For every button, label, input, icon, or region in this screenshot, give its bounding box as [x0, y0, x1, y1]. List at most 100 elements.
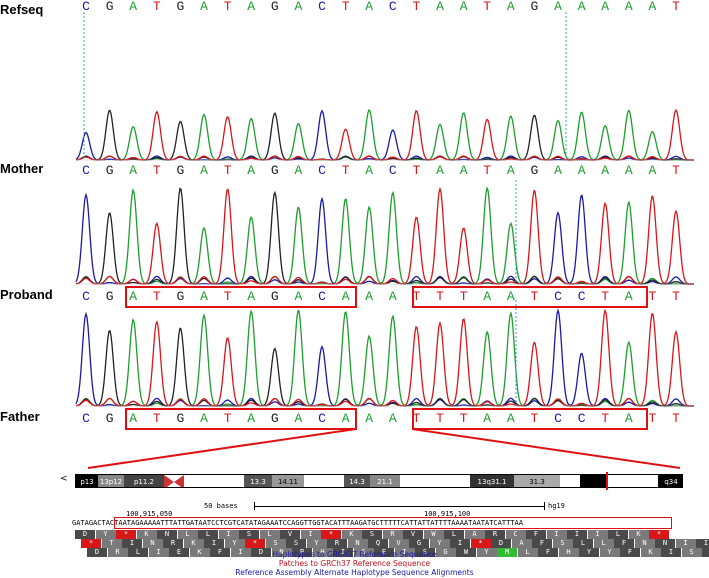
amino-acid: H	[312, 548, 333, 557]
base-T: T	[341, 163, 350, 178]
amino-acid: Y	[476, 548, 497, 557]
amino-acid: F	[526, 530, 546, 539]
browser-panel: 50 bases hg19 100,915,050 100,915,100	[74, 490, 708, 578]
aa-frame-2: * T I N R K I Y * S S Y R N Q V G Y I * D A F S L L F N N I I	[75, 539, 709, 548]
amino-acid: V	[280, 530, 300, 539]
amino-acid: I	[661, 548, 681, 557]
base-T: T	[341, 0, 350, 14]
amino-acid: F	[532, 539, 552, 548]
base-A: A	[554, 0, 562, 14]
ideogram-band[interactable]: 13p12	[98, 475, 124, 487]
amino-acid: L	[128, 548, 148, 557]
ideogram-band[interactable]	[560, 475, 580, 487]
base-C: C	[318, 289, 326, 304]
amino-acid: D	[251, 548, 271, 557]
ideogram-band[interactable]: 14.11	[272, 475, 304, 487]
base-C: C	[388, 0, 397, 14]
base-C: C	[554, 289, 562, 304]
base-C: C	[577, 289, 586, 304]
amino-acid: Y	[224, 539, 245, 548]
base-T: T	[648, 289, 657, 304]
ideogram-band[interactable]: p11.2	[124, 475, 164, 487]
base-A: A	[388, 411, 397, 426]
amino-acid: R	[485, 530, 505, 539]
ideogram-band[interactable]	[400, 475, 470, 487]
amino-acid: E	[374, 548, 394, 557]
ideogram-band[interactable]: p13	[76, 475, 98, 487]
browser-left-arrow[interactable]: <	[60, 474, 68, 484]
amino-acid: I	[546, 530, 567, 539]
base-G: G	[176, 163, 185, 178]
base-A: A	[554, 163, 562, 178]
base-A: A	[506, 163, 515, 178]
amino-acid: I	[394, 548, 415, 557]
base-A: A	[506, 289, 515, 304]
amino-acid: F	[538, 548, 558, 557]
base-A: A	[294, 411, 303, 426]
amino-acid: W	[423, 530, 444, 539]
browser-highlight-box	[114, 517, 672, 529]
ideogram-band[interactable]: 13.3	[244, 475, 272, 487]
amino-acid: K	[183, 539, 204, 548]
amino-acid: I	[230, 548, 251, 557]
base-T: T	[672, 411, 680, 426]
base-C: C	[82, 289, 90, 304]
amino-acid: L	[573, 539, 593, 548]
ideogram-band[interactable]: 21.1	[370, 475, 400, 487]
ideogram-band[interactable]: 14.3	[344, 475, 370, 487]
dna-sequence-track: GATAGACTACTAATAGAAAAATTTATTGATAATCCTCGTC…	[72, 519, 523, 527]
base-A: A	[601, 163, 610, 178]
amino-acid: I	[696, 539, 709, 548]
base-A: A	[624, 411, 633, 426]
base-A: A	[365, 163, 374, 178]
base-G: G	[176, 289, 185, 304]
base-A: A	[483, 411, 492, 426]
scale-bar	[254, 506, 544, 507]
ideogram-band[interactable]	[184, 475, 244, 487]
amino-acid: L	[198, 530, 218, 539]
amino-acid: S	[265, 539, 286, 548]
track-haplotypes[interactable]: Haplotypes to GRCh37 Reference Sequence	[272, 550, 437, 559]
track-label-proband: Proband	[0, 287, 53, 302]
ideogram-band[interactable]: q34	[658, 475, 682, 487]
ideogram-band[interactable]	[608, 475, 658, 487]
amino-acid: R	[382, 530, 403, 539]
base-T: T	[672, 289, 680, 304]
base-A: A	[365, 411, 374, 426]
base-A: A	[200, 411, 208, 426]
ideogram-band[interactable]: 31.3	[514, 475, 560, 487]
amino-acid: L	[517, 548, 538, 557]
ideogram-band[interactable]: 13q31.1	[470, 475, 514, 487]
track-label-refseq: Refseq	[0, 2, 44, 17]
amino-acid: P	[292, 548, 312, 557]
amino-acid: F	[614, 539, 634, 548]
coord-left: 100,915,050	[126, 510, 173, 518]
track-patches[interactable]: Patches to GRCh37 Reference Sequence	[278, 559, 431, 568]
base-A: A	[247, 289, 256, 304]
amino-acid: I	[675, 539, 696, 548]
track-alt-haplotypes[interactable]: Reference Assembly Alternate Haplotype S…	[235, 568, 474, 577]
base-G: G	[176, 411, 185, 426]
amino-acid: D	[87, 548, 107, 557]
father-box-left	[125, 408, 357, 430]
amino-acid: L	[177, 530, 198, 539]
base-A: A	[483, 289, 492, 304]
amino-acid: G	[409, 539, 429, 548]
track-label-mother: Mother	[0, 161, 44, 176]
base-A: A	[506, 411, 515, 426]
base-A: A	[294, 0, 303, 14]
amino-acid: M	[497, 548, 517, 557]
ideogram-band[interactable]	[164, 475, 184, 487]
amino-acid: L	[259, 530, 280, 539]
chromosome-ideogram[interactable]: p13 13p12 p11.2 13.3 14.11 14.3 21.1 13q31.1 31.…	[75, 474, 683, 488]
base-A: A	[624, 0, 633, 14]
amino-acid: F	[620, 548, 640, 557]
amino-acid: S	[362, 530, 382, 539]
ideogram-band[interactable]	[580, 475, 608, 487]
ideogram-band[interactable]	[304, 475, 344, 487]
base-G: G	[270, 411, 279, 426]
amino-acid: I	[218, 530, 239, 539]
base-A: A	[506, 0, 515, 14]
amino-acid: N	[634, 539, 655, 548]
